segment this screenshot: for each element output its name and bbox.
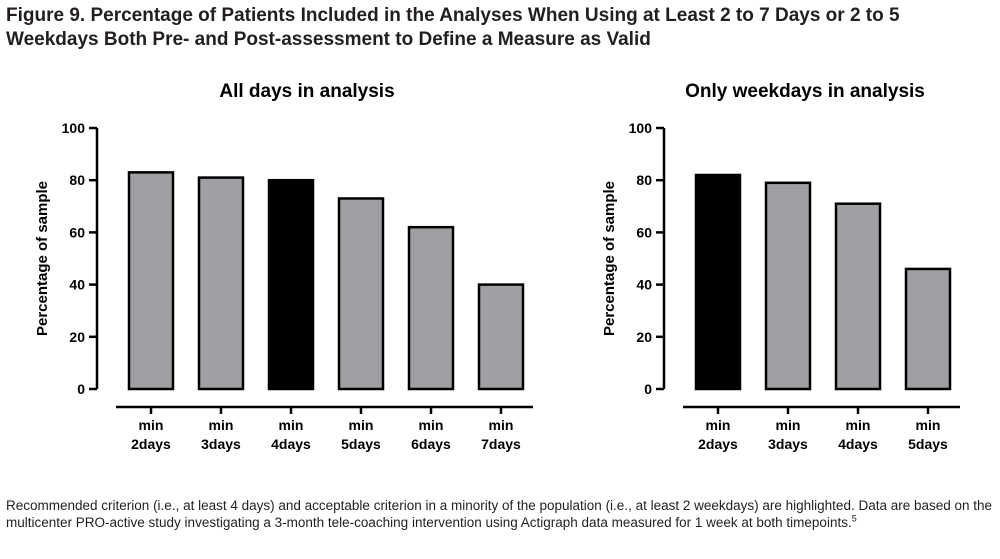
bar-3days [764, 181, 812, 391]
x-tick-label-line2: 6days [411, 436, 451, 452]
figure-title: Figure 9. Percentage of Patients Include… [6, 5, 900, 50]
footnote-text: Recommended criterion (i.e., at least 4 … [6, 498, 993, 530]
x-tick-label-line2: 7days [481, 436, 521, 452]
x-tick-label-line2: 2days [131, 436, 171, 452]
y-axis-label: Percentage of sample [34, 181, 51, 336]
y-tick-label: 0 [644, 381, 652, 397]
y-axis-label: Percentage of sample [601, 181, 618, 336]
x-tick-label-line1: min [776, 417, 801, 433]
y-tick-label: 60 [636, 224, 652, 240]
x-tick-label-line1: min [419, 417, 444, 433]
chart-title: Only weekdays in analysis [685, 81, 925, 102]
charts-canvas: All days in analysis 0 20 40 60 80 100 Percenta… [34, 81, 960, 452]
chart-all-days: All days in analysis 0 20 40 60 80 100 Percenta… [34, 81, 533, 452]
x-tick-label-line2: 5days [341, 436, 381, 452]
footnote-reference: 5 [851, 513, 857, 524]
bar-7days [477, 283, 525, 391]
x-tick-label-line1: min [706, 417, 731, 433]
y-tick-label: 80 [636, 172, 652, 188]
bar-2days [127, 171, 175, 391]
bar-6days [407, 225, 455, 391]
y-tick-label: 40 [636, 277, 652, 293]
x-tick-label-line2: 2days [698, 436, 738, 452]
x-tick-label-line2: 3days [768, 436, 808, 452]
x-tick-label-line1: min [489, 417, 514, 433]
figure-footnote: Recommended criterion (i.e., at least 4 … [6, 497, 996, 531]
y-tick-label: 60 [69, 224, 85, 240]
bar-3days [197, 176, 245, 391]
bar-5days [337, 197, 385, 391]
y-tick-label: 40 [69, 277, 85, 293]
bar-2days [694, 173, 742, 391]
x-tick-label-line2: 3days [201, 436, 241, 452]
x-tick-label-line1: min [349, 417, 374, 433]
y-tick-label: 20 [69, 329, 85, 345]
y-tick-label: 100 [629, 120, 653, 136]
x-tick-label-line2: 4days [838, 436, 878, 452]
bar-4days [834, 202, 882, 391]
y-tick-label: 0 [77, 381, 85, 397]
x-tick-label-line1: min [209, 417, 234, 433]
y-tick-label: 100 [62, 120, 86, 136]
x-tick-label-line1: min [916, 417, 941, 433]
chart-title: All days in analysis [219, 81, 394, 102]
y-tick-label: 20 [636, 329, 652, 345]
bar-4days [267, 178, 315, 391]
x-tick-label-line2: 5days [908, 436, 948, 452]
x-tick-label-line1: min [846, 417, 871, 433]
y-tick-label: 80 [69, 172, 85, 188]
x-tick-label-line1: min [139, 417, 164, 433]
x-tick-label-line1: min [279, 417, 304, 433]
bar-5days [904, 267, 952, 391]
x-tick-label-line2: 4days [271, 436, 311, 452]
chart-only-weekdays: Only weekdays in analysis 0 20 40 60 80 100 Per… [601, 81, 960, 452]
